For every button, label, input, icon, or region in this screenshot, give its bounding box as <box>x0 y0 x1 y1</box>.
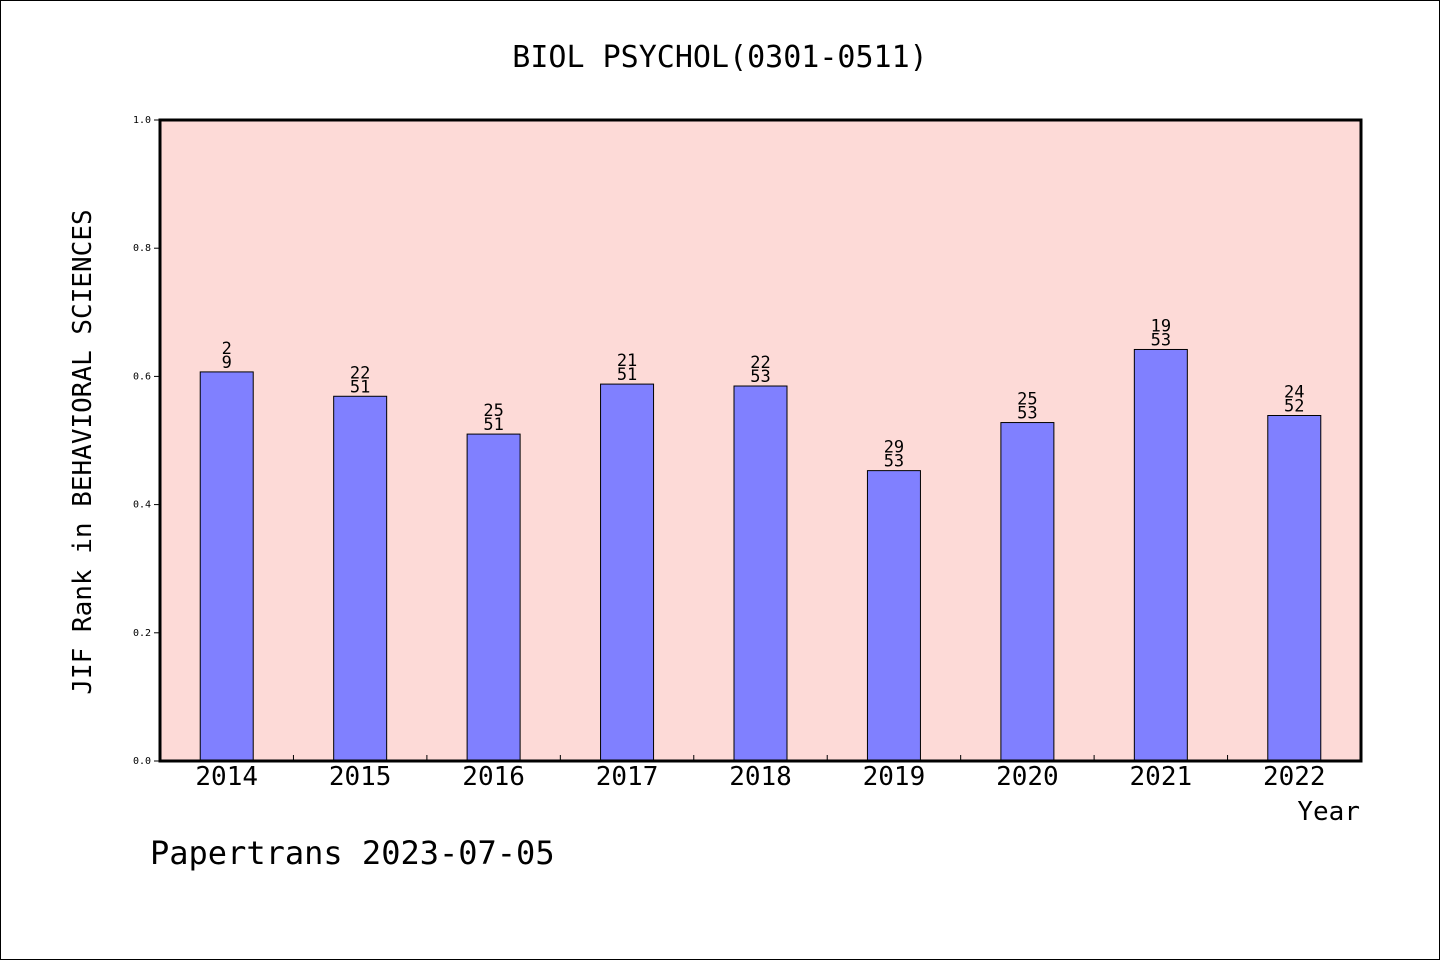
x-tick-label: 2016 <box>462 762 525 792</box>
x-axis-label: Year <box>1297 797 1360 827</box>
bar-rank-label: 25 <box>1017 390 1037 410</box>
bar <box>1267 415 1322 762</box>
bar-rank-label: 21 <box>617 351 637 371</box>
bar <box>1000 422 1055 762</box>
y-axis: 0.0 0.2 0.4 0.6 0.8 1.0 <box>133 115 160 767</box>
y-tick-label: 1.0 <box>133 115 151 126</box>
bar-total-label: 53 <box>1151 330 1171 350</box>
x-tick-label: 2015 <box>329 762 392 792</box>
x-tick-label: 2018 <box>729 762 792 792</box>
footer-credit: Papertrans 2023-07-05 <box>150 834 555 872</box>
bar <box>333 395 388 762</box>
bar <box>199 371 254 762</box>
bar-rank-label: 2 <box>222 339 232 359</box>
bar-total-label: 53 <box>750 367 770 387</box>
bar <box>600 383 655 762</box>
bar-total-label: 51 <box>350 377 370 397</box>
bar <box>866 470 921 762</box>
bar-total-label: 9 <box>222 353 232 373</box>
bar-total-label: 52 <box>1284 397 1304 417</box>
y-tick-label: 0.4 <box>133 500 151 511</box>
bar-rank-label: 24 <box>1284 383 1304 403</box>
plot-border <box>158 118 1363 763</box>
x-tick-label: 2019 <box>863 762 926 792</box>
bar-rank-label: 29 <box>884 438 904 458</box>
x-tick-label: 2021 <box>1130 762 1193 792</box>
bar <box>733 385 788 762</box>
y-tick-label: 0.0 <box>133 756 151 767</box>
x-tick-label: 2014 <box>195 762 258 792</box>
bar-rank-label: 22 <box>750 353 770 373</box>
bar-total-label: 53 <box>884 452 904 472</box>
x-tick-label: 2017 <box>596 762 659 792</box>
y-axis-label: JIF Rank in BEHAVIORAL SCIENCES <box>68 209 98 694</box>
bar <box>1133 348 1188 762</box>
y-tick-label: 0.8 <box>133 243 151 254</box>
y-tick-label: 0.2 <box>133 628 151 639</box>
bar-rank-label: 22 <box>350 363 370 383</box>
bar-rank-label: 19 <box>1151 316 1171 336</box>
bar <box>466 433 521 762</box>
bar-rank-label: 25 <box>483 401 503 421</box>
x-tick-label: 2020 <box>996 762 1059 792</box>
y-tick-label: 0.6 <box>133 371 151 382</box>
chart-title: BIOL PSYCHOL(0301-0511) <box>512 40 927 75</box>
x-axis: 2014 2015 2016 2017 2018 2019 2020 2021 2022 <box>195 755 1326 792</box>
x-tick-label: 2022 <box>1263 762 1326 792</box>
bar-total-label: 51 <box>483 415 503 435</box>
bar-total-label: 51 <box>617 365 637 385</box>
bar-total-label: 53 <box>1017 404 1037 424</box>
